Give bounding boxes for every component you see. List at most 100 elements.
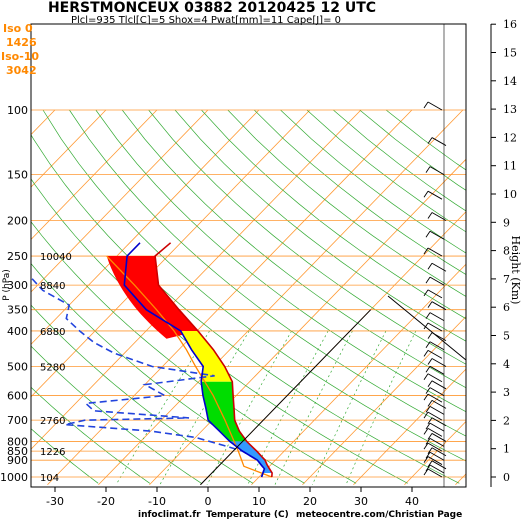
dry-adiabat-line [31, 345, 202, 484]
wind-barb-flag [423, 101, 429, 109]
wind-barb-flag [425, 231, 431, 238]
height-tick-label: 5 [503, 330, 510, 343]
height-tick-label: 12 [503, 131, 517, 144]
wind-barb-flag [425, 166, 431, 173]
wind-barb [427, 393, 443, 403]
wind-barb [429, 312, 445, 322]
dry-adiabat-line [385, 109, 466, 171]
wind-barb-flag [423, 393, 429, 401]
wind-barb-flag [425, 406, 431, 413]
wind-barb-flag [425, 422, 431, 430]
height-tick-label: 10 [503, 188, 517, 201]
height-tick-label: 2 [503, 414, 510, 427]
dry-adiabat-line [253, 109, 466, 275]
height-tick-label: 9 [503, 216, 510, 229]
dry-adiabat-line [31, 428, 99, 484]
wind-barb [431, 380, 447, 390]
wind-barb [427, 468, 443, 478]
y-tick-label: 850 [7, 445, 28, 458]
chart-subtitle: Plcl=935 Tlcl[C]=5 Shox=4 Pwat[mm]=11 Ca… [71, 15, 341, 26]
height-tick-label: 3 [503, 386, 510, 399]
dewpoint-line [123, 242, 266, 478]
wind-barb [431, 137, 447, 146]
dry-adiabat-line [42, 109, 466, 462]
wind-barb-flag [427, 447, 433, 454]
wind-barb-flag [427, 417, 433, 424]
wind-barb [429, 387, 445, 396]
isotherm-line [31, 109, 260, 345]
isotherm-line [31, 109, 107, 188]
wind-barb [429, 166, 445, 176]
reference-line [387, 295, 466, 361]
wind-barb [431, 262, 447, 272]
dry-adiabat-line [31, 304, 254, 484]
wind-barb [431, 212, 447, 221]
wind-barb-flag [423, 468, 429, 476]
y-tick-label: 700 [7, 414, 28, 427]
mixing-ratio-line [206, 330, 292, 485]
wind-barb [427, 373, 443, 383]
wind-barb-flag [427, 460, 433, 468]
wind-barb-flag [423, 442, 429, 450]
mixing-ratio-line [311, 330, 387, 485]
zero-isotherm-line [200, 309, 372, 486]
wind-barb-flag [423, 322, 429, 330]
isotherm-line [404, 420, 466, 486]
x-tick-label: 40 [405, 495, 419, 508]
wind-barb [431, 399, 447, 409]
isobar-lines [31, 109, 466, 478]
cape-area [106, 256, 198, 339]
wind-barb-flag [427, 400, 433, 407]
y-tick-label: 100 [7, 104, 28, 117]
plot-border [30, 23, 467, 488]
height-tick-label: 13 [503, 103, 517, 116]
wind-barb-flag [425, 387, 431, 394]
wind-barb [429, 276, 445, 286]
wind-barb-flag [425, 366, 431, 373]
height-tick-label: 11 [503, 160, 517, 173]
y-tick-label: 400 [7, 325, 28, 338]
profile-lines [31, 242, 466, 486]
wind-barb [431, 460, 447, 470]
wind-barb [431, 332, 447, 342]
mixing-ratio-line [345, 330, 417, 485]
isotherm-line [31, 109, 362, 450]
wind-barb-flag [427, 301, 433, 308]
x-axis-label: Temperature (C) [206, 510, 289, 520]
wind-barb [427, 322, 443, 332]
wind-barb-flag [427, 332, 433, 339]
wind-barb [431, 433, 447, 442]
iso10-value: 3042 [6, 64, 37, 77]
wind-barb-flag [425, 451, 431, 459]
wind-barb-flag [423, 428, 429, 435]
wind-barb-flag [425, 464, 431, 472]
level-height-label: 8840 [40, 281, 65, 292]
isotherm-line [251, 263, 466, 486]
wind-barb-flag [423, 190, 429, 198]
height-axis-label: Height (Km) [509, 236, 521, 305]
profile-fills [106, 256, 273, 473]
wind-barb [429, 341, 445, 351]
iso10-label: Iso-10 [1, 50, 39, 63]
y-tick-label: 900 [7, 454, 28, 467]
level-height-label: 5280 [40, 363, 65, 374]
isotherm-line [31, 109, 209, 293]
x-tick-label: 30 [354, 495, 368, 508]
moist-layer-green [201, 381, 247, 442]
height-tick-label: 8 [503, 245, 510, 258]
wind-barb-flag [423, 373, 429, 380]
dry-adiabat-line [148, 109, 466, 365]
wind-barb [427, 427, 443, 437]
height-tick-label: 1 [503, 443, 510, 456]
wind-barb [429, 230, 445, 240]
level-height-label: 2760 [40, 416, 65, 427]
y-axis-label: P (hPa) [2, 269, 12, 301]
y-tick-label: 350 [7, 304, 28, 317]
dry-adiabat-line [227, 109, 466, 297]
wind-barb-flag [425, 276, 431, 284]
dry-adiabat-line [31, 178, 408, 484]
wind-barbs [423, 24, 447, 487]
temperature-line [154, 242, 273, 478]
